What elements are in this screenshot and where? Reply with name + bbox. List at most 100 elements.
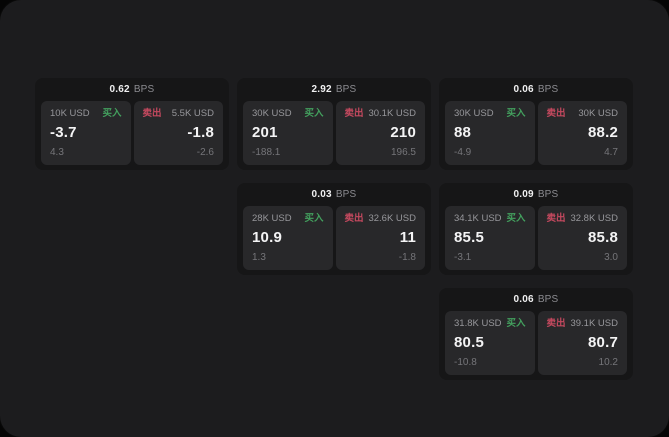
buy-quote-panel[interactable]: 31.8K USD 买入 80.5 -10.8 xyxy=(445,311,535,375)
buy-price: 10.9 xyxy=(252,229,282,246)
spread-value: 0.06 xyxy=(513,294,534,305)
spread-value: 0.06 xyxy=(513,84,534,95)
sell-price: 11 xyxy=(399,229,416,246)
sell-side-label: 卖出 xyxy=(546,213,566,224)
buy-quote-panel[interactable]: 34.1K USD 买入 85.5 -3.1 xyxy=(445,206,535,270)
sell-size-label: 32.8K USD xyxy=(570,213,618,224)
quote-panels: 28K USD 买入 10.9 1.3 卖出 32.6K USD 11 -1.8 xyxy=(237,206,431,275)
quote-panels: 31.8K USD 买入 80.5 -10.8 卖出 39.1K USD 80.… xyxy=(439,311,633,380)
buy-change: -188.1 xyxy=(252,147,281,158)
quote-card: 2.92 BPS 30K USD 买入 201 -188.1 卖出 30.1K … xyxy=(237,78,431,170)
sell-change: -2.6 xyxy=(196,147,214,158)
spread-header: 0.06 BPS xyxy=(439,288,633,311)
sell-side-label: 卖出 xyxy=(546,318,566,329)
spread-value: 0.62 xyxy=(109,84,130,95)
buy-quote-panel[interactable]: 30K USD 买入 201 -188.1 xyxy=(243,101,333,165)
sell-price: 80.7 xyxy=(588,334,618,351)
buy-change: -10.8 xyxy=(454,357,477,368)
spread-unit: BPS xyxy=(537,84,559,95)
buy-panel-top: 30K USD 买入 xyxy=(252,109,324,119)
buy-quote-panel[interactable]: 10K USD 买入 -3.7 4.3 xyxy=(41,101,131,165)
buy-price: 88 xyxy=(454,124,472,141)
sell-side-label: 卖出 xyxy=(344,213,364,224)
sell-quote-panel[interactable]: 卖出 39.1K USD 80.7 10.2 xyxy=(537,311,627,375)
quote-panels: 30K USD 买入 88 -4.9 卖出 30K USD 88.2 4.7 xyxy=(439,101,633,170)
sell-quote-panel[interactable]: 卖出 30.1K USD 210 196.5 xyxy=(335,101,425,165)
buy-panel-top: 30K USD 买入 xyxy=(454,109,526,119)
quote-panels: 10K USD 买入 -3.7 4.3 卖出 5.5K USD -1.8 -2.… xyxy=(35,101,229,170)
buy-price: -3.7 xyxy=(50,124,77,141)
buy-side-label: 买入 xyxy=(506,318,526,329)
buy-size-label: 30K USD xyxy=(454,108,494,119)
spread-value: 2.92 xyxy=(311,84,332,95)
buy-change: 4.3 xyxy=(50,147,64,158)
sell-change: 196.5 xyxy=(390,147,416,158)
quote-panels: 30K USD 买入 201 -188.1 卖出 30.1K USD 210 1… xyxy=(237,101,431,170)
quote-card: 0.03 BPS 28K USD 买入 10.9 1.3 卖出 32.6K US… xyxy=(237,183,431,275)
buy-size-label: 28K USD xyxy=(252,213,292,224)
sell-size-label: 39.1K USD xyxy=(570,318,618,329)
buy-side-label: 买入 xyxy=(102,108,122,119)
buy-panel-top: 10K USD 买入 xyxy=(50,109,122,119)
buy-size-label: 30K USD xyxy=(252,108,292,119)
buy-quote-panel[interactable]: 28K USD 买入 10.9 1.3 xyxy=(243,206,333,270)
spread-header: 0.03 BPS xyxy=(237,183,431,206)
sell-change: 3.0 xyxy=(604,252,618,263)
sell-price: 85.8 xyxy=(588,229,618,246)
sell-side-label: 卖出 xyxy=(546,108,566,119)
buy-panel-top: 28K USD 买入 xyxy=(252,214,324,224)
spread-unit: BPS xyxy=(133,84,155,95)
quote-panels: 34.1K USD 买入 85.5 -3.1 卖出 32.8K USD 85.8… xyxy=(439,206,633,275)
sell-quote-panel[interactable]: 卖出 30K USD 88.2 4.7 xyxy=(537,101,627,165)
buy-side-label: 买入 xyxy=(506,213,526,224)
quote-card: 0.06 BPS 30K USD 买入 88 -4.9 卖出 30K USD xyxy=(439,78,633,170)
buy-quote-panel[interactable]: 30K USD 买入 88 -4.9 xyxy=(445,101,535,165)
quote-card: 0.62 BPS 10K USD 买入 -3.7 4.3 卖出 5.5K USD xyxy=(35,78,229,170)
buy-change: -3.1 xyxy=(454,252,472,263)
spread-header: 2.92 BPS xyxy=(237,78,431,101)
quotes-grid: 0.62 BPS 10K USD 买入 -3.7 4.3 卖出 5.5K USD xyxy=(35,78,633,380)
sell-size-label: 30K USD xyxy=(578,108,618,119)
sell-price: 210 xyxy=(390,124,416,141)
sell-panel-top: 卖出 39.1K USD xyxy=(547,319,619,329)
sell-price: 88.2 xyxy=(588,124,618,141)
sell-quote-panel[interactable]: 卖出 32.6K USD 11 -1.8 xyxy=(335,206,425,270)
buy-panel-top: 34.1K USD 买入 xyxy=(454,214,526,224)
sell-panel-top: 卖出 32.8K USD xyxy=(547,214,619,224)
buy-side-label: 买入 xyxy=(506,108,526,119)
sell-change: -1.8 xyxy=(398,252,416,263)
sell-panel-top: 卖出 30K USD xyxy=(547,109,619,119)
sell-panel-top: 卖出 32.6K USD xyxy=(345,214,417,224)
sell-side-label: 卖出 xyxy=(344,108,364,119)
spread-unit: BPS xyxy=(335,189,357,200)
spread-unit: BPS xyxy=(537,189,559,200)
sell-size-label: 32.6K USD xyxy=(368,213,416,224)
sell-quote-panel[interactable]: 卖出 32.8K USD 85.8 3.0 xyxy=(537,206,627,270)
buy-price: 80.5 xyxy=(454,334,484,351)
buy-change: -4.9 xyxy=(454,147,472,158)
buy-side-label: 买入 xyxy=(304,213,324,224)
buy-size-label: 34.1K USD xyxy=(454,213,502,224)
sell-panel-top: 卖出 5.5K USD xyxy=(143,109,215,119)
sell-side-label: 卖出 xyxy=(142,108,162,119)
spread-header: 0.06 BPS xyxy=(439,78,633,101)
sell-price: -1.8 xyxy=(187,124,214,141)
sell-size-label: 30.1K USD xyxy=(368,108,416,119)
buy-size-label: 31.8K USD xyxy=(454,318,502,329)
quote-card: 0.09 BPS 34.1K USD 买入 85.5 -3.1 卖出 32.8K… xyxy=(439,183,633,275)
spread-header: 0.62 BPS xyxy=(35,78,229,101)
spread-unit: BPS xyxy=(537,294,559,305)
spread-value: 0.09 xyxy=(513,189,534,200)
buy-panel-top: 31.8K USD 买入 xyxy=(454,319,526,329)
quote-card: 0.06 BPS 31.8K USD 买入 80.5 -10.8 卖出 39.1… xyxy=(439,288,633,380)
buy-change: 1.3 xyxy=(252,252,266,263)
buy-size-label: 10K USD xyxy=(50,108,90,119)
spread-value: 0.03 xyxy=(311,189,332,200)
sell-quote-panel[interactable]: 卖出 5.5K USD -1.8 -2.6 xyxy=(133,101,223,165)
sell-change: 10.2 xyxy=(598,357,618,368)
buy-price: 201 xyxy=(252,124,278,141)
sell-change: 4.7 xyxy=(604,147,618,158)
buy-side-label: 买入 xyxy=(304,108,324,119)
sell-size-label: 5.5K USD xyxy=(171,108,214,119)
